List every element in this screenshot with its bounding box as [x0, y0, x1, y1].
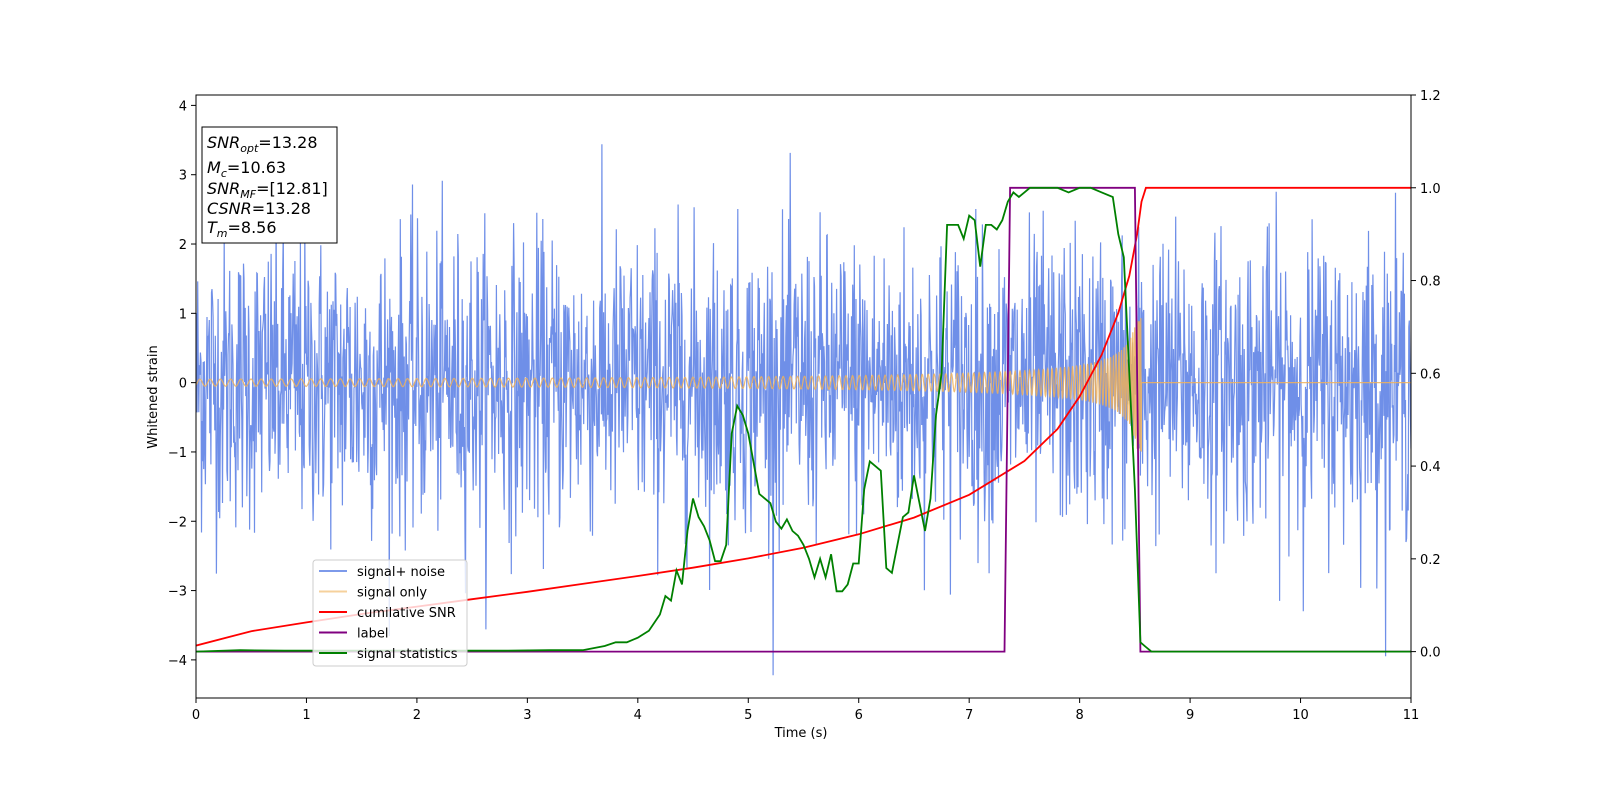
x-tick-label: 5 — [744, 708, 752, 723]
legend-label: label — [357, 627, 388, 642]
x-tick-label: 8 — [1075, 708, 1083, 723]
x-tick-label: 6 — [855, 708, 863, 723]
info-row-symbol: M — [207, 158, 221, 177]
info-row: CSNR=13.28 — [207, 199, 311, 218]
info-row-subscript: opt — [240, 142, 259, 155]
x-tick-label: 3 — [523, 708, 531, 723]
y-left-tick-label: −1 — [168, 446, 187, 461]
y-left-tick-label: 2 — [179, 238, 187, 253]
y-right-tick-label: 0.8 — [1420, 275, 1441, 290]
y-right-tick-label: 0.4 — [1420, 460, 1441, 475]
info-row-value: =8.56 — [228, 218, 277, 237]
series-line-signal-noise — [196, 144, 1411, 676]
info-row-value: =13.28 — [258, 133, 317, 152]
y-left-tick-label: 1 — [179, 307, 187, 322]
info-row-symbol: CSNR — [207, 199, 252, 218]
y-left-tick-label: 0 — [179, 377, 187, 392]
legend-label: signal+ noise — [357, 565, 445, 580]
series-line-signal-only — [196, 318, 1411, 452]
y-right-tick-label: 0.0 — [1420, 646, 1441, 661]
legend-label: signal only — [357, 586, 427, 601]
y-axis-label: Whitened strain — [146, 345, 161, 448]
legend-label: cumilative SNR — [357, 606, 456, 621]
y-right-tick-label: 1.2 — [1420, 89, 1441, 104]
y-left-tick-label: 3 — [179, 169, 187, 184]
y-left-tick-label: −3 — [168, 585, 187, 600]
x-tick-label: 1 — [302, 708, 310, 723]
info-row-symbol: SNR — [207, 133, 240, 152]
y-right-tick-label: 0.6 — [1420, 367, 1441, 382]
x-tick-label: 10 — [1292, 708, 1309, 723]
legend-box — [312, 559, 468, 667]
y-right-tick-label: 0.2 — [1420, 553, 1441, 568]
info-row: Mc=10.63 — [207, 158, 286, 180]
x-tick-label: 9 — [1186, 708, 1194, 723]
y-left-tick-label: −2 — [168, 515, 187, 530]
info-row-symbol: SNR — [207, 179, 240, 198]
x-tick-label: 2 — [413, 708, 421, 723]
x-axis-label: Time (s) — [774, 726, 828, 741]
info-row-value: =13.28 — [252, 199, 311, 218]
info-row-subscript: MF — [240, 188, 256, 201]
info-row: SNRMF=[12.81] — [207, 179, 328, 201]
info-row-subscript: m — [217, 227, 228, 240]
series-line-signal-statistics — [196, 186, 1411, 653]
x-tick-label: 7 — [965, 708, 973, 723]
info-row: Tm=8.56 — [207, 218, 277, 240]
info-row-value: =10.63 — [227, 158, 286, 177]
info-row: SNRopt=13.28 — [207, 133, 318, 155]
y-left-tick-label: 4 — [179, 99, 187, 114]
y-left-tick-label: −4 — [168, 654, 187, 669]
x-tick-label: 0 — [192, 708, 200, 723]
info-row-value: =[12.81] — [256, 179, 328, 198]
legend-label: signal statistics — [357, 647, 458, 662]
x-tick-label: 11 — [1403, 708, 1420, 723]
info-row-symbol: T — [207, 218, 218, 237]
plot-frame — [195, 94, 1412, 699]
x-tick-label: 4 — [634, 708, 642, 723]
info-row-subscript: c — [221, 167, 227, 180]
y-right-tick-label: 1.0 — [1420, 182, 1441, 197]
info-box — [201, 126, 338, 244]
